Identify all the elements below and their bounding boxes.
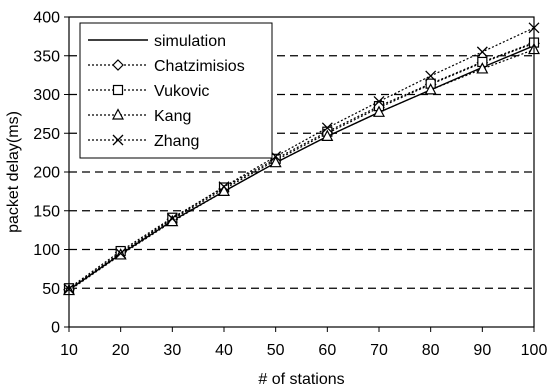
y-tick-label: 50 [42,281,60,298]
data-point-zhang [373,96,385,107]
x-tick-label: 80 [422,342,440,359]
data-point-kang [269,155,282,168]
data-point-zhang [476,46,488,58]
y-tick-label: 400 [33,10,60,27]
series-line-vukovic [68,42,535,289]
x-tick-label: 70 [370,342,388,359]
y-axis-label: packet delay(ms) [5,111,22,233]
y-tick-label: 200 [33,165,60,182]
series-layer [63,22,540,296]
series-line-zhang [68,27,535,290]
series-zhang [63,22,540,295]
legend-marker-zhang [112,134,124,146]
series-line-kang [68,48,535,292]
legend-label-kang: Kang [154,108,191,125]
data-point-kang [373,105,385,117]
legend-label-chatzimisios: Chatzimisios [154,58,245,75]
legend-label-zhang: Zhang [154,133,199,150]
data-point-zhang [321,122,333,134]
legend: simulation Chatzimisios Vukovic Kang Zhang [79,22,273,159]
x-tick-label: 20 [112,342,130,359]
legend-marker-chatzimisios [112,59,124,71]
x-tick-label: 60 [318,342,336,359]
x-tick-label: 50 [267,342,285,359]
x-tick-label: 40 [215,342,233,359]
legend-label-simulation: simulation [154,33,226,50]
data-point-kang [218,184,230,196]
legend-label-vukovic: Vukovic [154,83,209,100]
data-point-zhang [166,213,178,224]
x-tick-label: 100 [521,342,548,359]
y-tick-label: 100 [33,242,60,259]
y-axis-ticks: 0 50 100 150 200 250 300 350 400 [33,10,69,337]
x-axis-ticks: 10 20 30 40 50 60 70 80 90 100 [60,327,547,359]
data-point-zhang [115,247,127,259]
y-tick-label: 350 [33,48,60,65]
y-tick-label: 0 [51,320,60,337]
data-point-kang [321,129,334,141]
x-tick-label: 90 [473,342,491,359]
legend-marker-vukovic [112,84,124,96]
legend-marker-kang [112,108,124,120]
x-tick-label: 30 [163,342,181,359]
data-point-zhang [218,181,230,193]
data-point-kang [424,83,437,95]
x-axis-label: # of stations [258,371,344,388]
y-tick-label: 150 [33,203,60,220]
series-line-chatzimisios [68,42,535,291]
y-tick-label: 300 [33,87,60,104]
data-point-zhang [425,70,437,82]
data-point-kang [476,62,489,74]
y-tick-label: 250 [33,126,60,143]
x-tick-label: 10 [60,342,78,359]
